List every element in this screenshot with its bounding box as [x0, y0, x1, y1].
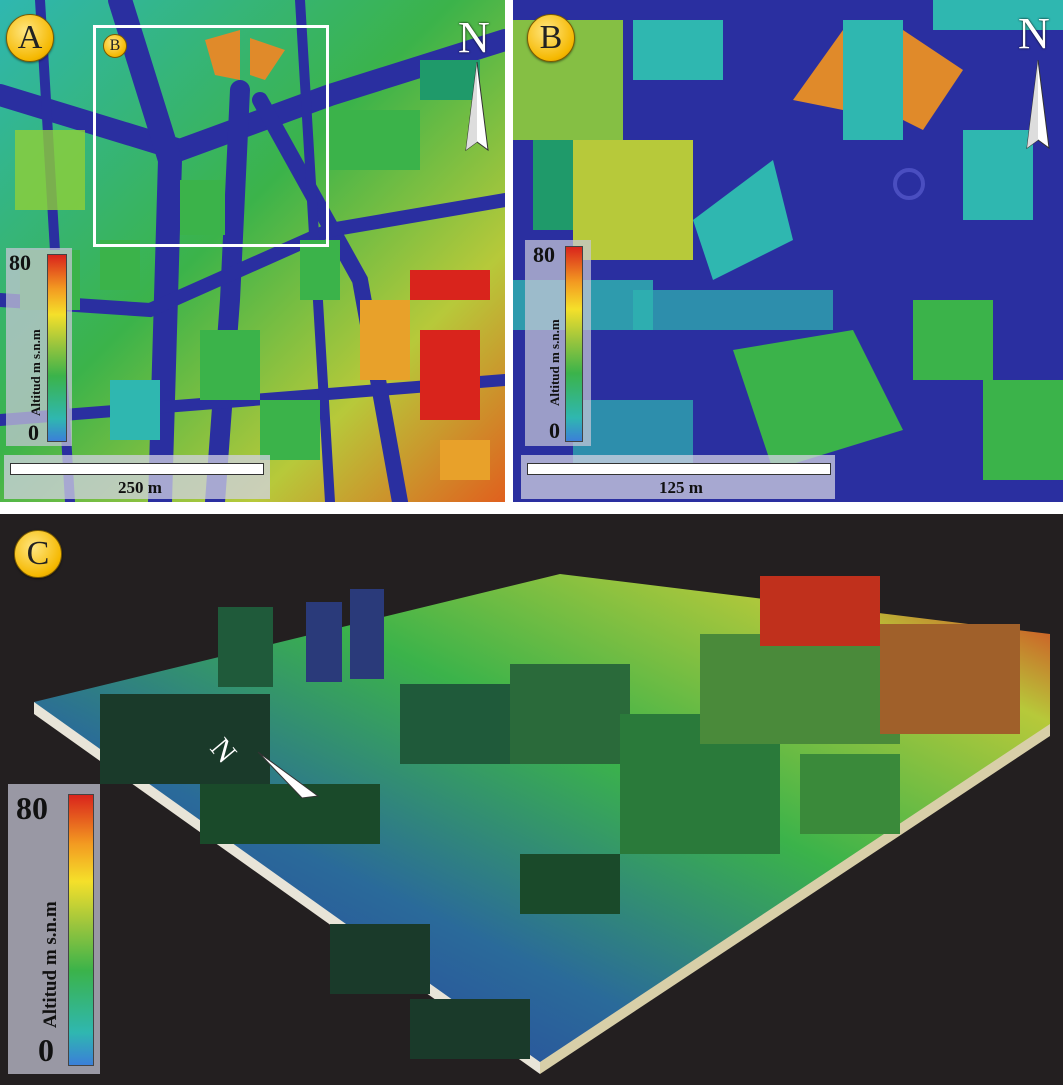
panel-a-label: A: [17, 19, 43, 56]
color-ramp-a: [47, 254, 67, 442]
legend-b: 80 0 Altitud m s.n.m: [525, 240, 591, 446]
panel-c-label: C: [26, 535, 50, 572]
legend-a: 80 0 Altitud m s.n.m: [6, 248, 72, 446]
panel-c-3d-elevation-model: C N 80 0 Altitud m s.n.m: [0, 514, 1063, 1085]
inset-b-extent-box: [93, 25, 329, 247]
terrain-side-right: [540, 724, 1050, 1074]
scale-label-b: 125 m: [659, 478, 703, 497]
map-b-terrain: [513, 0, 1063, 502]
panel-c-badge: C: [14, 530, 62, 578]
inset-b-label: B: [109, 37, 121, 54]
panel-a-badge: A: [6, 14, 54, 62]
map-a-terrain: [0, 0, 505, 502]
scalebar-a-background: [4, 455, 270, 499]
scale-label-a: 250 m: [118, 478, 162, 497]
panel-a-elevation-map: B A N 80 0 Altitud m s.n.m 250 m: [0, 0, 505, 502]
buildings-3d: [100, 576, 1020, 1059]
legend-c-max: 80: [16, 790, 48, 826]
legend-a-min: 0: [28, 420, 39, 445]
north-arrow-icon: [1026, 60, 1050, 150]
buildings: [15, 30, 490, 480]
scalebar-b: [527, 463, 831, 475]
model-3d-terrain: [34, 574, 1050, 1074]
panel-b-elevation-map-zoom: B N 80 0 Altitud m s.n.m 125 m: [513, 0, 1063, 502]
inset-b-badge: B: [103, 34, 127, 58]
legend-a-title: Altitud m s.n.m: [28, 329, 43, 416]
roundabout: [893, 168, 925, 200]
north-arrow-icon: [465, 62, 489, 152]
color-ramp-b: [565, 246, 583, 442]
legend-c-min: 0: [38, 1032, 54, 1068]
scalebar-a: [10, 463, 264, 475]
north-label-b: N: [1018, 9, 1050, 58]
color-ramp-c: [68, 794, 94, 1066]
legend-c: 80 0 Altitud m s.n.m: [8, 784, 100, 1074]
legend-c-title: Altitud m s.n.m: [40, 901, 61, 1028]
panel-b-badge: B: [527, 14, 575, 62]
north-arrow-icon: [257, 751, 320, 799]
legend-b-title: Altitud m s.n.m: [547, 319, 562, 406]
legend-b-max: 80: [533, 242, 555, 267]
legend-b-min: 0: [549, 418, 560, 443]
legend-a-max: 80: [9, 250, 31, 275]
north-label-a: N: [458, 13, 490, 62]
panel-b-label: B: [539, 19, 563, 56]
scalebar-b-background: [521, 455, 835, 499]
